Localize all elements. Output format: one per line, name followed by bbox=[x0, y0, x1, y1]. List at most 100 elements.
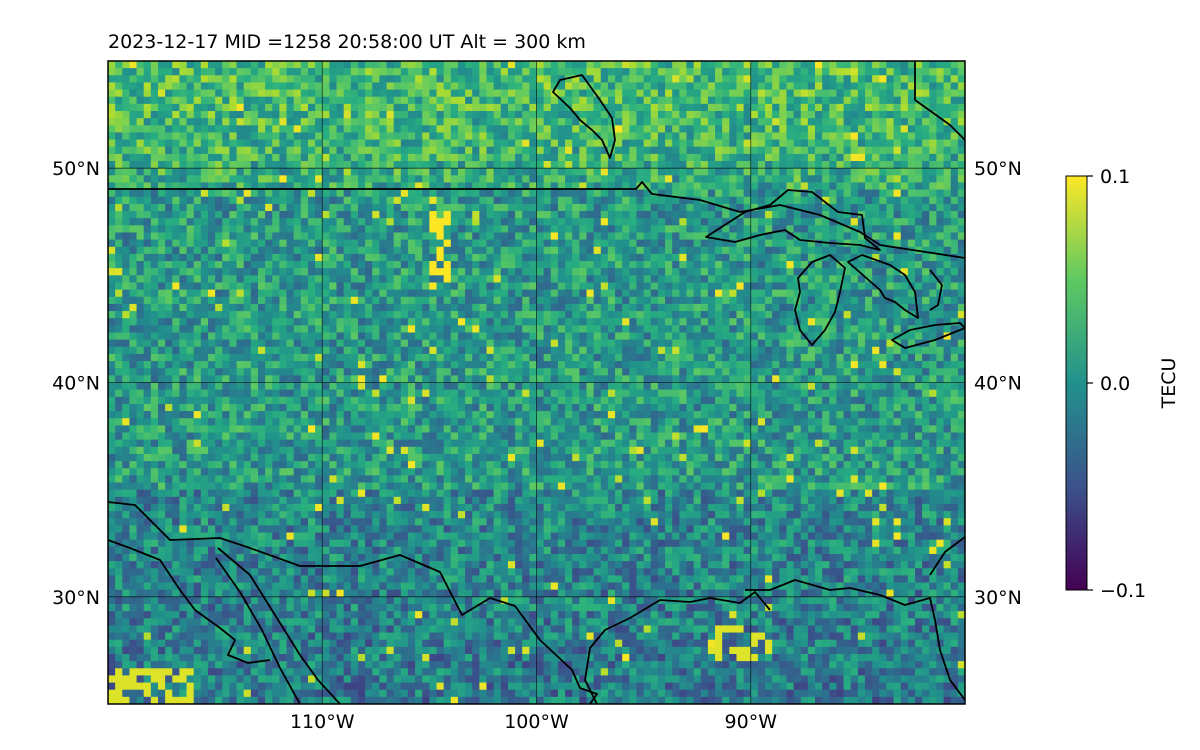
heatmap-cell bbox=[265, 346, 273, 355]
heatmap-cell bbox=[529, 339, 538, 348]
heatmap-cell bbox=[936, 339, 945, 348]
heatmap-cell bbox=[215, 203, 223, 212]
heatmap-cell bbox=[715, 311, 723, 319]
heatmap-cell bbox=[543, 353, 552, 362]
heatmap-cell bbox=[593, 246, 602, 255]
heatmap-cell bbox=[479, 168, 488, 176]
heatmap-cell bbox=[243, 253, 252, 262]
heatmap-cell bbox=[679, 146, 688, 155]
heatmap-cell bbox=[379, 232, 388, 241]
heatmap-cell bbox=[615, 346, 623, 355]
heatmap-cell bbox=[686, 153, 695, 162]
heatmap-cell bbox=[657, 196, 666, 205]
heatmap-cell bbox=[757, 161, 766, 169]
heatmap-cell bbox=[843, 175, 852, 184]
heatmap-cell bbox=[243, 325, 252, 334]
heatmap-cell bbox=[765, 318, 773, 326]
heatmap-cell bbox=[265, 103, 273, 112]
heatmap-cell bbox=[643, 353, 652, 362]
heatmap-cell bbox=[557, 232, 566, 241]
heatmap-cell bbox=[250, 189, 259, 198]
heatmap-cell bbox=[450, 189, 459, 198]
heatmap-cell bbox=[257, 246, 266, 255]
heatmap-cell bbox=[422, 161, 430, 169]
heatmap-cell bbox=[315, 332, 323, 341]
heatmap-cell bbox=[429, 68, 438, 76]
heatmap-cell bbox=[600, 289, 609, 298]
heatmap-cell bbox=[407, 303, 416, 312]
heatmap-cell bbox=[736, 189, 745, 198]
heatmap-cell bbox=[200, 168, 209, 176]
heatmap-cell bbox=[557, 239, 566, 248]
heatmap-cell bbox=[529, 275, 538, 284]
heatmap-cell bbox=[179, 353, 188, 362]
heatmap-cell bbox=[265, 218, 273, 226]
heatmap-cell bbox=[315, 146, 323, 155]
heatmap-cell bbox=[272, 239, 280, 248]
heatmap-cell bbox=[693, 168, 702, 176]
heatmap-cell bbox=[650, 332, 659, 341]
heatmap-cell bbox=[550, 246, 559, 255]
heatmap-cell bbox=[286, 89, 295, 98]
heatmap-cell bbox=[386, 196, 395, 205]
heatmap-cell bbox=[836, 189, 845, 198]
heatmap-cell bbox=[643, 196, 652, 205]
heatmap-cell bbox=[243, 68, 252, 76]
heatmap-cell bbox=[772, 332, 780, 341]
heatmap-cell bbox=[486, 332, 495, 341]
heatmap-cell bbox=[415, 353, 423, 362]
heatmap-cell bbox=[129, 203, 138, 212]
heatmap-cell bbox=[372, 68, 380, 76]
heatmap-cell bbox=[836, 75, 845, 84]
heatmap-cell bbox=[465, 68, 473, 76]
heatmap-cell bbox=[957, 218, 965, 226]
heatmap-cell bbox=[836, 111, 845, 119]
heatmap-cell bbox=[200, 253, 209, 262]
heatmap-cell bbox=[822, 182, 830, 191]
heatmap-cell bbox=[643, 61, 652, 69]
heatmap-cell bbox=[157, 146, 166, 155]
heatmap-cell bbox=[250, 296, 259, 305]
heatmap-cell bbox=[172, 96, 181, 105]
heatmap-cell bbox=[893, 75, 902, 84]
heatmap-cell bbox=[943, 82, 952, 91]
heatmap-cell bbox=[743, 75, 752, 84]
heatmap-cell bbox=[857, 196, 866, 205]
heatmap-cell bbox=[393, 146, 402, 155]
heatmap-cell bbox=[915, 196, 923, 205]
heatmap-cell bbox=[843, 339, 852, 348]
heatmap-cell bbox=[715, 261, 723, 269]
heatmap-cell bbox=[800, 111, 809, 119]
heatmap-cell bbox=[300, 175, 309, 184]
heatmap-cell bbox=[707, 282, 716, 291]
heatmap-cell bbox=[307, 175, 316, 184]
heatmap-cell bbox=[265, 289, 273, 298]
heatmap-cell bbox=[715, 318, 723, 326]
heatmap-cell bbox=[950, 303, 959, 312]
heatmap-cell bbox=[207, 103, 216, 112]
heatmap-cell bbox=[286, 275, 295, 284]
heatmap-cell bbox=[472, 182, 480, 191]
heatmap-cell bbox=[836, 96, 845, 105]
heatmap-cell bbox=[586, 61, 595, 69]
heatmap-cell bbox=[165, 268, 173, 276]
heatmap-cell bbox=[165, 68, 173, 76]
heatmap-cell bbox=[643, 68, 652, 76]
heatmap-cell bbox=[343, 346, 352, 355]
heatmap-cell bbox=[415, 75, 423, 84]
heatmap-cell bbox=[172, 246, 181, 255]
heatmap-cell bbox=[236, 61, 245, 69]
heatmap-cell bbox=[872, 261, 880, 269]
heatmap-cell bbox=[929, 189, 938, 198]
heatmap-cell bbox=[207, 268, 216, 276]
heatmap-cell bbox=[243, 275, 252, 284]
heatmap-cell bbox=[643, 318, 652, 326]
heatmap-cell bbox=[108, 89, 116, 98]
heatmap-cell bbox=[843, 196, 852, 205]
heatmap-cell bbox=[550, 146, 559, 155]
heatmap-cell bbox=[936, 325, 945, 334]
heatmap-cell bbox=[922, 339, 930, 348]
heatmap-cell bbox=[336, 132, 345, 141]
heatmap-cell bbox=[800, 82, 809, 91]
heatmap-cell bbox=[379, 153, 388, 162]
